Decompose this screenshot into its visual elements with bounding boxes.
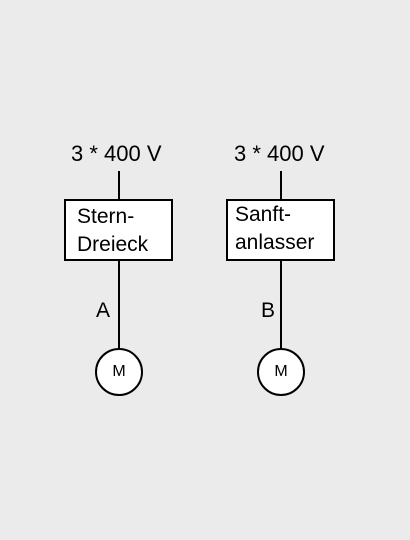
motor-a: M xyxy=(95,348,143,396)
starter-label-line2-a: Dreieck xyxy=(77,233,149,256)
starter-label-line1-b: Sanft- xyxy=(235,203,292,226)
cable-label-a: A xyxy=(96,299,111,322)
motor-line-b xyxy=(280,259,282,351)
starter-box-a: Stern- Dreieck xyxy=(64,199,173,261)
motor-b: M xyxy=(257,348,305,396)
supply-line-a xyxy=(118,171,120,201)
supply-line-b xyxy=(280,171,282,201)
motor-label-a: M xyxy=(112,363,126,380)
motor-label-b: M xyxy=(274,363,288,380)
starter-label-line2-b: anlasser xyxy=(235,231,315,254)
cable-label-b: B xyxy=(261,299,276,322)
starter-box-b: Sanft- anlasser xyxy=(226,199,335,261)
motor-line-a xyxy=(118,259,120,351)
supply-voltage-a: 3 * 400 V xyxy=(71,141,162,166)
supply-voltage-b: 3 * 400 V xyxy=(234,141,325,166)
starter-label-line1-a: Stern- xyxy=(77,205,135,228)
